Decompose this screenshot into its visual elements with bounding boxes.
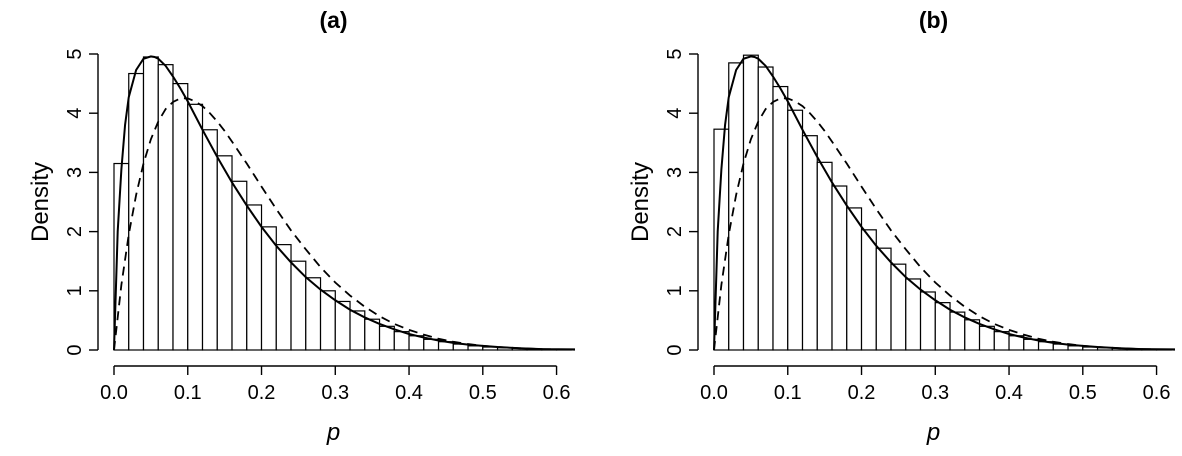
y-tick-label: 1 [64,285,86,296]
histogram-bar [142,56,159,351]
y-tick-label: 5 [64,48,86,59]
y-tick-label: 4 [664,108,686,119]
histogram-bar [993,331,1010,351]
histogram-bar [801,135,818,351]
x-tick-label: 0.0 [700,382,728,404]
histogram-bar [378,325,395,351]
histogram-bar [728,62,745,351]
x-axis-title: p [326,419,340,446]
x-tick-label: 0.4 [395,382,423,404]
histogram-bar [742,54,759,351]
histogram-bar [949,311,966,351]
histogram-bar [787,109,804,351]
histogram-bar [890,263,907,351]
x-tick-label: 0.6 [543,382,571,404]
x-tick-label: 0.1 [174,382,202,404]
x-tick-label: 0.3 [921,382,949,404]
x-tick-label: 0.3 [321,382,349,404]
histogram-bar [128,72,145,351]
histogram-bar [157,64,174,351]
y-axis-title: Density [27,162,54,242]
density-curve-solid [113,55,576,351]
histogram-bar [216,155,233,351]
y-axis-title: Density [627,162,654,242]
y-tick-label: 5 [664,48,686,59]
histogram-bar [875,247,892,351]
histogram-bar [919,291,936,351]
x-tick-label: 0.4 [995,382,1023,404]
histogram-bar [393,331,410,351]
y-tick-label: 2 [664,226,686,237]
y-tick-label: 2 [64,226,86,237]
x-tick-label: 0.2 [248,382,276,404]
x-tick-label: 0.5 [469,382,497,404]
y-tick-label: 3 [664,167,686,178]
x-axis-title: p [926,419,940,446]
histogram-bar [905,278,922,351]
panel-title: (b) [919,7,948,33]
histogram-bar [201,129,218,351]
histogram-bar [860,229,877,351]
histogram-bar [846,207,863,351]
y-tick-label: 0 [664,344,686,355]
panel-a: 0.0 0.1 0.2 0.3 0.4 0.5 0.6 0 1 2 3 4 5 Density p (a) [27,7,576,446]
histogram-bar [978,325,995,351]
y-tick-label: 3 [64,167,86,178]
histogram-bar [172,82,189,351]
density-curve-solid [713,55,1176,351]
x-tick-label: 0.2 [848,382,876,404]
histogram-bar [772,85,789,351]
panel-title: (a) [319,7,347,33]
histogram-bar [231,180,248,351]
panel-b: 0.0 0.1 0.2 0.3 0.4 0.5 0.6 0 1 2 3 4 5 Density p (b) [627,7,1176,446]
histogram-bar [187,103,204,351]
x-tick-label: 0.5 [1069,382,1097,404]
y-tick-label: 1 [664,285,686,296]
histogram-bar [964,319,981,351]
x-tick-label: 0.6 [1143,382,1171,404]
y-tick-label: 0 [64,344,86,355]
histogram-bar [934,302,951,351]
x-tick-label: 0.0 [100,382,128,404]
histogram-bar [816,161,833,351]
histogram-bar [246,204,263,351]
histogram-bar [831,185,848,351]
y-tick-label: 4 [64,108,86,119]
histogram-bar [260,226,277,351]
x-tick-label: 0.1 [774,382,802,404]
